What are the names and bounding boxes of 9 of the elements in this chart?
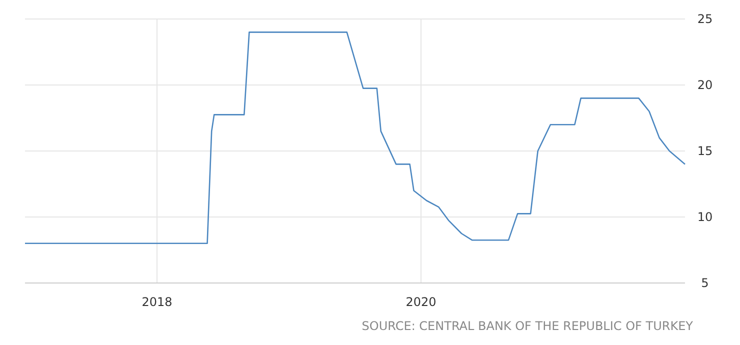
y-tick-label: 25 — [697, 12, 713, 26]
x-tick-label: 2018 — [142, 295, 172, 309]
y-tick-label: 5 — [701, 276, 709, 290]
source-note: SOURCE: CENTRAL BANK OF THE REPUBLIC OF TURKEY — [362, 319, 694, 333]
x-tick-label: 2020 — [406, 295, 436, 309]
y-tick-label: 15 — [697, 144, 713, 158]
y-tick-label: 10 — [697, 210, 713, 224]
y-tick-label: 20 — [697, 78, 713, 92]
line-series — [24, 32, 686, 244]
